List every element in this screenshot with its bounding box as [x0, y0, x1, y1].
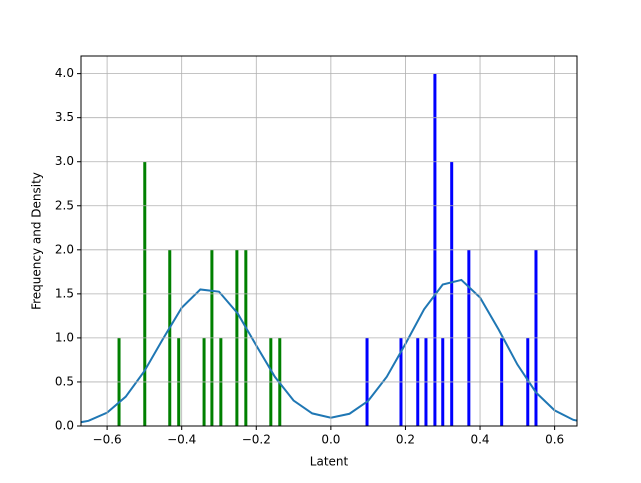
y-tick-label: 1.0 — [55, 330, 74, 344]
y-tick-label: 1.5 — [55, 286, 74, 300]
y-tick-label: 2.0 — [55, 242, 74, 256]
x-tick-label: 0.0 — [321, 433, 340, 447]
y-tick-label: 0.0 — [55, 419, 74, 433]
y-axis-label: Frequency and Density — [30, 172, 44, 310]
y-tick-label: 2.5 — [55, 198, 74, 212]
x-tick-label: 0.6 — [545, 433, 564, 447]
x-axis-label: Latent — [310, 455, 349, 469]
axes-frame — [80, 55, 578, 427]
y-tick-label: 4.0 — [55, 66, 74, 80]
x-tick-label: −0.6 — [93, 433, 122, 447]
x-tick-label: 0.4 — [470, 433, 489, 447]
x-tick-label: −0.4 — [167, 433, 196, 447]
x-tick-label: −0.2 — [242, 433, 271, 447]
y-tick-label: 3.5 — [55, 110, 74, 124]
y-tick-label: 3.0 — [55, 154, 74, 168]
x-tick-label: 0.2 — [396, 433, 415, 447]
y-tick-label: 0.5 — [55, 374, 74, 388]
